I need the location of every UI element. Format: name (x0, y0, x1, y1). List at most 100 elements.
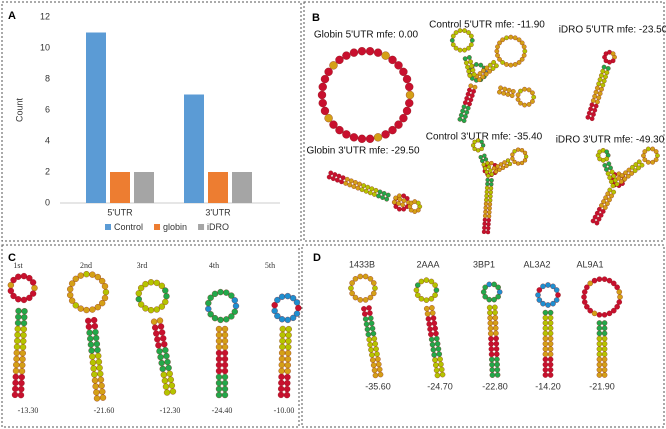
nucleotide (611, 280, 617, 287)
nucleotide (540, 283, 546, 290)
nucleotide (376, 193, 381, 199)
nucleotide (336, 173, 342, 179)
nucleotide (343, 181, 348, 186)
nucleotide (542, 346, 549, 352)
nucleotide (320, 106, 330, 116)
nucleotide (597, 77, 603, 82)
nucleotide (601, 199, 606, 204)
nucleotide (489, 361, 495, 368)
nucleotide (215, 349, 223, 357)
nucleotide (284, 316, 291, 324)
nucleotide (215, 373, 223, 381)
nucleotide (349, 48, 359, 57)
nucleotide (587, 307, 593, 314)
nucleotide (430, 315, 437, 321)
nucleotide (152, 324, 159, 331)
nucleotide (347, 182, 353, 188)
nucleotide (428, 331, 434, 338)
nucleotide (163, 293, 170, 300)
nucleotide (547, 325, 554, 331)
nucleotide (547, 351, 554, 357)
nucleotide (10, 276, 17, 284)
nucleotide (542, 330, 549, 337)
nucleotide (231, 308, 238, 315)
nucleotide (591, 112, 596, 117)
nucleotide (519, 160, 525, 166)
nucleotide (605, 171, 611, 176)
nucleotide (87, 341, 95, 348)
legend-label: Control (114, 222, 143, 232)
nucleotide (523, 154, 529, 159)
nucleotide (547, 341, 554, 347)
nucleotide (490, 66, 496, 71)
nucleotide (15, 296, 22, 303)
nucleotide (318, 82, 327, 92)
nucleotide (512, 159, 517, 165)
nucleotide (645, 159, 651, 165)
nucleotide (522, 48, 528, 54)
nucleotide (359, 187, 365, 193)
nucleotide (397, 206, 402, 212)
nucleotide (434, 335, 440, 342)
nucleotide (593, 103, 599, 109)
nucleotide (99, 388, 106, 395)
nucleotide (450, 33, 456, 39)
nucleotide (494, 48, 500, 54)
nucleotide (19, 356, 26, 363)
nucleotide (357, 297, 364, 303)
nucleotide (483, 157, 489, 162)
nucleotide (29, 279, 37, 286)
nucleotide (215, 337, 223, 345)
nucleotide (399, 67, 408, 76)
nucleotide (221, 325, 229, 333)
nucleotide (371, 367, 378, 374)
nucleotide (482, 284, 488, 291)
nucleotide (508, 34, 514, 40)
nucleotide (616, 289, 623, 295)
nucleotide (509, 93, 515, 99)
nucleotide (277, 391, 285, 399)
nucleotide (278, 373, 285, 381)
nucleotide (487, 320, 494, 326)
nucleotide (547, 320, 554, 326)
nucleotide (486, 214, 492, 219)
nucleotide (485, 181, 490, 187)
nucleotide (586, 110, 592, 116)
nucleotide (492, 309, 498, 316)
nucleotide (19, 350, 26, 357)
nucleotide (372, 192, 377, 197)
nucleotide (625, 173, 631, 179)
nucleotide (601, 330, 608, 337)
nucleotide (482, 225, 487, 231)
structure-name: 1433B (349, 259, 375, 269)
nucleotide (404, 196, 410, 201)
nucleotide (142, 280, 149, 288)
nucleotide (594, 85, 600, 91)
nucleotide (502, 160, 507, 165)
structure-name: 3rd (137, 261, 148, 270)
nucleotide (607, 175, 613, 180)
nucleotide (589, 116, 595, 122)
nucleotide (367, 341, 373, 348)
nucleotide (487, 62, 493, 68)
nucleotide (553, 297, 560, 303)
nucleotide (610, 51, 616, 57)
nucleotide (462, 47, 467, 53)
nucleotide (364, 326, 371, 333)
nucleotide (610, 183, 616, 189)
nucleotide (542, 335, 549, 342)
nucleotide (373, 346, 379, 352)
nucleotide (167, 376, 174, 383)
nucleotide (221, 379, 229, 387)
nucleotide (603, 74, 608, 80)
nucleotide (89, 353, 96, 360)
nucleotide (289, 294, 297, 302)
nucleotide (542, 351, 549, 357)
nucleotide (340, 175, 346, 181)
nucleotide (485, 229, 491, 235)
structure-name: 2AAA (416, 259, 439, 269)
structure-name: 1st (13, 261, 23, 270)
nucleotide (89, 359, 97, 366)
nucleotide (160, 335, 167, 342)
